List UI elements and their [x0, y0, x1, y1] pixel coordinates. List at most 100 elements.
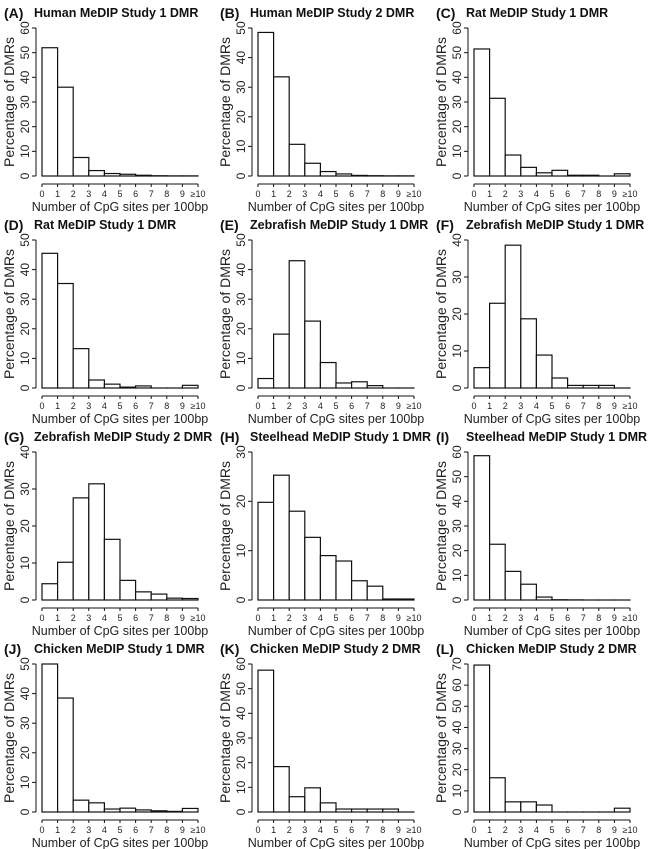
x-tick-label: 4: [102, 613, 107, 623]
bar-bin-2: [72, 156, 90, 177]
y-tick-label: 60: [450, 445, 464, 459]
y-tick-label: 40: [234, 706, 248, 720]
x-tick-label: 6: [565, 613, 570, 623]
y-tick-label: 0: [450, 384, 464, 391]
x-tick-label: 7: [581, 401, 586, 411]
x-tick-label: 9: [612, 825, 617, 835]
y-axis-label: Percentage of DMRs: [433, 461, 449, 591]
x-tick-label: 5: [117, 189, 122, 199]
chart-title: Zebrafish MeDIP Study 1 DMR: [466, 218, 644, 232]
x-tick-label: 3: [302, 825, 307, 835]
chart-title: Rat MeDIP Study 1 DMR: [466, 6, 608, 20]
bar-bin-4: [319, 361, 337, 389]
x-tick-label: 9: [396, 401, 401, 411]
bar-bin-1: [272, 333, 290, 389]
panel-label: (L): [436, 641, 454, 657]
y-tick-label: 60: [18, 21, 32, 35]
chart-svg: (L) Chicken MeDIP Study 2 DMR010203040506…: [433, 641, 640, 849]
x-tick-label: 8: [164, 613, 169, 623]
y-axis-label: Percentage of DMRs: [1, 461, 17, 591]
y-axis-label: Percentage of DMRs: [217, 461, 233, 591]
bar-bin-0: [473, 48, 491, 177]
x-axis-label: Number of CpG sites per 100bp: [32, 836, 209, 849]
bar-bin-5: [551, 377, 569, 389]
y-tick-label: 40: [18, 263, 32, 277]
x-tick-label: 0: [471, 613, 476, 623]
x-axis-label: Number of CpG sites per 100bp: [248, 624, 425, 638]
y-tick-label: 50: [450, 699, 464, 713]
x-tick-label: 6: [349, 401, 354, 411]
x-tick-label: 2: [503, 825, 508, 835]
x-tick-label: 5: [333, 401, 338, 411]
bar-bin-2: [288, 510, 306, 601]
y-axis-label: Percentage of DMRs: [1, 249, 17, 379]
y-tick-label: 40: [18, 687, 32, 701]
x-tick-label: 3: [518, 613, 523, 623]
bar-bin-9: [181, 807, 199, 813]
x-tick-label: 5: [117, 825, 122, 835]
x-tick-label: 2: [287, 613, 292, 623]
chart-title: Zebrafish MeDIP Study 1 DMR: [250, 218, 428, 232]
bar-bin-1: [56, 561, 74, 601]
x-tick-label: 8: [596, 613, 601, 623]
y-tick-label: 20: [234, 322, 248, 336]
y-tick-label: 0: [234, 384, 248, 391]
y-tick-label: 20: [234, 494, 248, 508]
x-tick-label: 1: [487, 401, 492, 411]
x-tick-label: 1: [55, 401, 60, 411]
x-tick-label: 8: [164, 825, 169, 835]
y-axis-label: Percentage of DMRs: [1, 673, 17, 803]
bar-bin-2: [72, 799, 90, 813]
x-tick-label: 9: [396, 189, 401, 199]
bar-bin-3: [304, 320, 322, 389]
x-tick-label: 0: [255, 613, 260, 623]
bar-bin-1: [488, 302, 506, 389]
x-tick-label: 5: [549, 401, 554, 411]
y-tick-label: 30: [234, 80, 248, 94]
bar-bin-2: [504, 244, 522, 389]
x-tick-label: ≥10: [407, 825, 422, 835]
y-tick-label: 20: [234, 756, 248, 770]
x-tick-label: 1: [55, 825, 60, 835]
x-tick-label: 7: [149, 825, 154, 835]
y-tick-label: 40: [450, 70, 464, 84]
y-tick-label: 0: [18, 808, 32, 815]
panel-label: (B): [220, 5, 239, 21]
y-tick-label: 20: [450, 120, 464, 134]
chart-svg: (F) Zebrafish MeDIP Study 1 DMR010203040P…: [433, 217, 644, 426]
y-tick-label: 30: [450, 95, 464, 109]
y-axis-label: Percentage of DMRs: [217, 37, 233, 167]
x-tick-label: 8: [380, 825, 385, 835]
y-tick-label: 30: [18, 482, 32, 496]
x-tick-label: 7: [365, 613, 370, 623]
bar-bin-7: [366, 585, 384, 601]
chart-title: Chicken MeDIP Study 2 DMR: [466, 642, 637, 656]
x-tick-label: 5: [117, 613, 122, 623]
x-tick-label: 2: [503, 401, 508, 411]
bar-bin-0: [41, 47, 59, 177]
y-tick-label: 50: [450, 470, 464, 484]
y-tick-label: 30: [450, 519, 464, 533]
bar-bin-6: [135, 591, 152, 601]
x-tick-label: 3: [302, 189, 307, 199]
y-tick-label: 0: [450, 596, 464, 603]
bar-bin-3: [304, 787, 322, 813]
x-tick-label: 6: [133, 825, 138, 835]
x-tick-label: 7: [365, 825, 370, 835]
bar-bin-4: [535, 804, 553, 813]
x-tick-label: ≥10: [191, 401, 206, 411]
bar-bin-4: [103, 383, 121, 389]
y-tick-label: 50: [18, 46, 32, 60]
y-tick-label: 60: [450, 21, 464, 35]
y-tick-label: 10: [234, 139, 248, 153]
bar-bin-6: [351, 580, 368, 601]
bar-bin-5: [335, 560, 353, 601]
x-tick-label: ≥10: [623, 401, 638, 411]
y-tick-label: 10: [234, 780, 248, 794]
y-tick-label: 0: [18, 172, 32, 179]
y-tick-label: 50: [234, 21, 248, 35]
x-tick-label: 0: [471, 401, 476, 411]
y-tick-label: 10: [18, 351, 32, 365]
x-tick-label: 4: [534, 401, 539, 411]
y-tick-label: 30: [234, 292, 248, 306]
